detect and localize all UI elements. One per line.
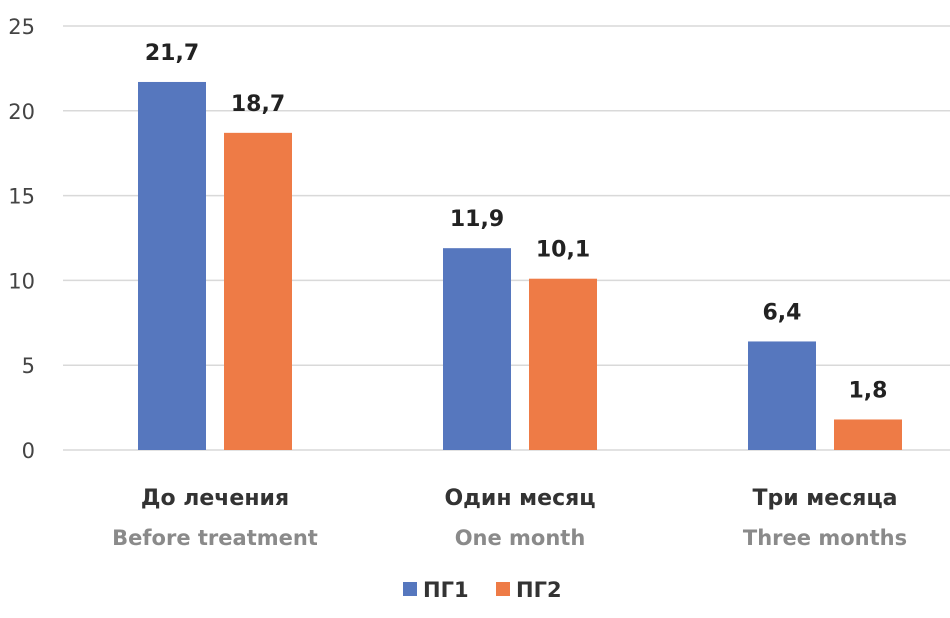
data-label: 10,1	[536, 238, 590, 263]
data-label: 11,9	[450, 207, 504, 232]
legend-label: ПГ1	[423, 578, 469, 602]
y-tick-label: 15	[8, 185, 35, 209]
bar-1	[138, 81, 206, 450]
bar-2	[529, 278, 597, 450]
bar-2	[224, 132, 292, 450]
category-label: Три месяца	[752, 486, 897, 511]
y-tick-label: 25	[8, 15, 35, 39]
data-label: 21,7	[145, 41, 199, 66]
category-label: До лечения	[141, 486, 289, 511]
y-tick-label: 20	[8, 100, 35, 124]
y-tick-label: 0	[22, 439, 35, 463]
bar-1	[443, 248, 511, 450]
data-label: 1,8	[849, 378, 888, 403]
category-label: Один месяц	[444, 486, 595, 511]
legend-swatch	[496, 582, 510, 596]
legend-swatch	[403, 582, 417, 596]
data-label: 6,4	[763, 300, 802, 325]
bar-2	[834, 419, 902, 450]
bar-1	[748, 341, 816, 450]
y-tick-label: 5	[22, 354, 35, 378]
category-subtitle: Three months	[743, 526, 907, 550]
y-tick-label: 10	[8, 269, 35, 293]
category-subtitle: One month	[455, 526, 586, 550]
data-label: 18,7	[231, 92, 285, 117]
category-subtitle: Before treatment	[112, 526, 318, 550]
legend-label: ПГ2	[516, 578, 562, 602]
